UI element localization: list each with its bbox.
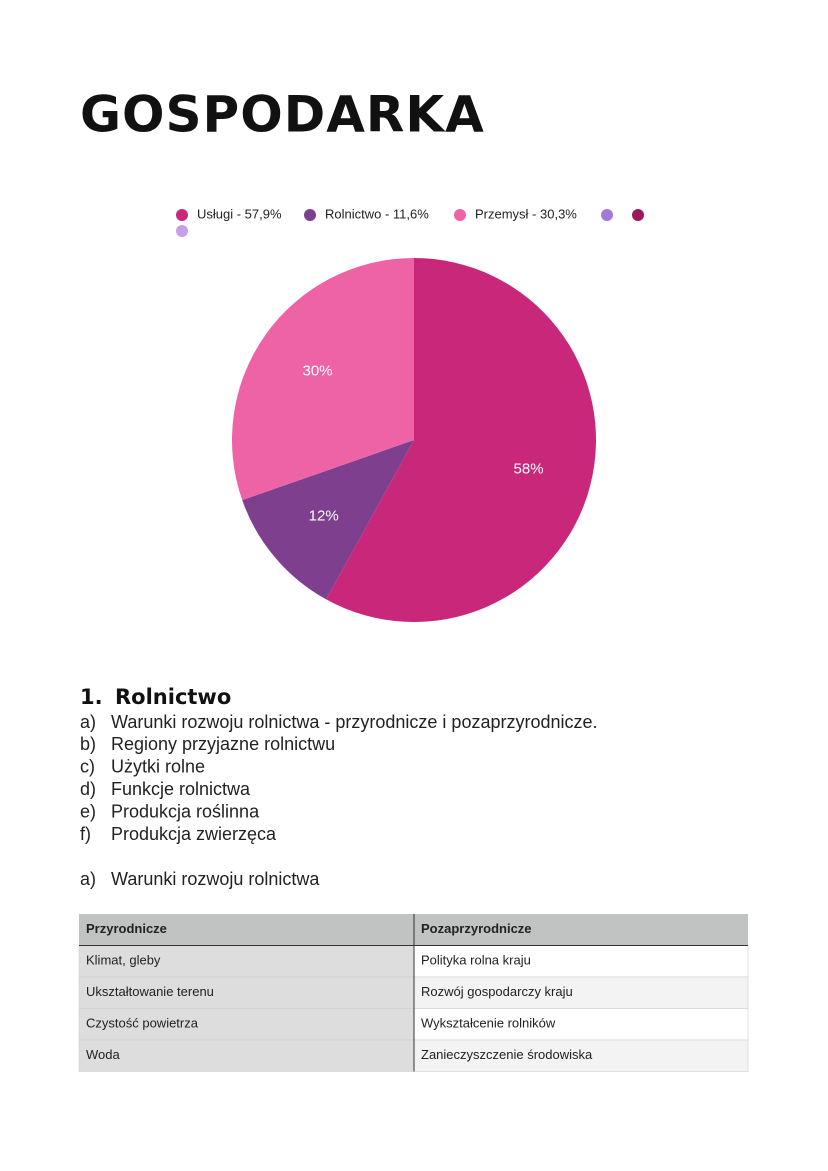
legend-dot: [176, 225, 188, 237]
pie-slice: [326, 258, 597, 623]
table-cell-text: Zanieczyszczenie środowiska: [421, 1047, 593, 1062]
section-title: Rolnictwo: [115, 685, 231, 709]
legend-label: Usługi - 57,9%: [197, 206, 282, 221]
table-header: Pozaprzyrodnicze: [421, 921, 532, 936]
list-item: Produkcja zwierzęca: [111, 824, 277, 844]
table-cell-text: Ukształtowanie terenu: [86, 984, 214, 999]
table-header-cell: [79, 914, 414, 946]
table-cell-text: Wykształcenie rolników: [421, 1016, 556, 1031]
page-title: GOSPODARKA: [80, 86, 485, 144]
table-cell-text: Woda: [86, 1047, 120, 1062]
slice-label: 58%: [514, 460, 544, 477]
table-cell-text: Rozwój gospodarczy kraju: [421, 984, 573, 999]
legend-dot: [601, 209, 613, 221]
table-header: Przyrodnicze: [86, 921, 167, 936]
slice-label: 12%: [309, 507, 339, 524]
list-item: Produkcja roślinna: [111, 801, 260, 821]
table-cell-text: Polityka rolna kraju: [421, 953, 531, 968]
legend-dot: [304, 209, 316, 221]
legend-dot: [632, 209, 644, 221]
list-marker: e): [80, 801, 96, 821]
legend-label: Przemysł - 30,3%: [475, 206, 577, 221]
table-cell: [413, 976, 749, 1009]
list-marker: f): [80, 824, 91, 844]
list-marker: a): [80, 712, 96, 732]
legend-dot: [176, 209, 188, 221]
subheading-marker: a): [80, 869, 96, 889]
list-marker: c): [80, 757, 95, 777]
legend-label: Rolnictwo - 11,6%: [325, 206, 429, 221]
slice-label: 30%: [302, 363, 332, 380]
list-marker: d): [80, 779, 96, 799]
table-header-cell: [414, 914, 748, 946]
pie-slice: [242, 440, 414, 600]
legend-dot: [454, 209, 466, 221]
list-marker: b): [80, 734, 96, 754]
table-cell: [413, 945, 749, 978]
table-cell: [78, 1039, 415, 1072]
table-cell: [413, 1008, 749, 1041]
subheading: Warunki rozwoju rolnictwa: [111, 869, 320, 889]
list-item: Funkcje rolnictwa: [111, 779, 251, 799]
pie-slice: [232, 258, 414, 501]
list-item: Użytki rolne: [111, 757, 205, 777]
table-cell-text: Czystość powietrza: [86, 1016, 199, 1031]
list-item: Regiony przyjazne rolnictwu: [111, 734, 335, 754]
section-number: 1.: [80, 685, 103, 709]
list-item: Warunki rozwoju rolnictwa - przyrodnicze…: [111, 712, 598, 732]
table-cell-text: Klimat, gleby: [86, 953, 161, 968]
